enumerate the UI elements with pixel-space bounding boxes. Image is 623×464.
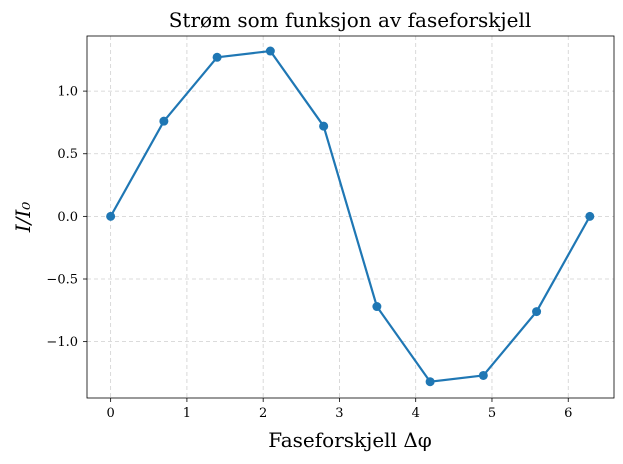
x-tick-label: 4 xyxy=(412,406,420,421)
x-axis-label: Faseforskjell Δφ xyxy=(268,428,432,452)
data-point xyxy=(478,370,488,380)
y-tick-label: −0.5 xyxy=(46,273,78,288)
x-tick-label: 0 xyxy=(107,406,115,421)
data-point xyxy=(319,121,329,131)
y-tick-label: 0.5 xyxy=(57,147,78,162)
y-tick-label: 0.0 xyxy=(57,210,78,225)
grid xyxy=(87,36,614,398)
x-tick-label: 2 xyxy=(259,406,267,421)
data-point xyxy=(532,307,542,317)
y-axis-label: I/I₀ xyxy=(11,202,35,234)
data-point xyxy=(265,46,275,56)
chart-title: Strøm som funksjon av faseforskjell xyxy=(169,8,532,32)
x-tick-label: 5 xyxy=(488,406,496,421)
series-line xyxy=(109,49,591,383)
x-tick-label: 3 xyxy=(335,406,343,421)
series-layer xyxy=(106,46,595,387)
data-point xyxy=(372,302,382,312)
ticks: 0 1 2 3 4 5 6 −1.0 −0.5 0.0 0.5 1.0 xyxy=(46,85,572,421)
x-tick-label: 1 xyxy=(183,406,191,421)
data-point xyxy=(585,211,595,221)
data-point xyxy=(425,377,435,387)
data-point xyxy=(159,116,169,126)
data-point xyxy=(106,211,116,221)
y-tick-label: −1.0 xyxy=(46,335,78,350)
data-point xyxy=(212,52,222,62)
plot-frame xyxy=(86,35,615,399)
y-tick-label: 1.0 xyxy=(57,85,78,100)
x-tick-label: 6 xyxy=(564,406,572,421)
